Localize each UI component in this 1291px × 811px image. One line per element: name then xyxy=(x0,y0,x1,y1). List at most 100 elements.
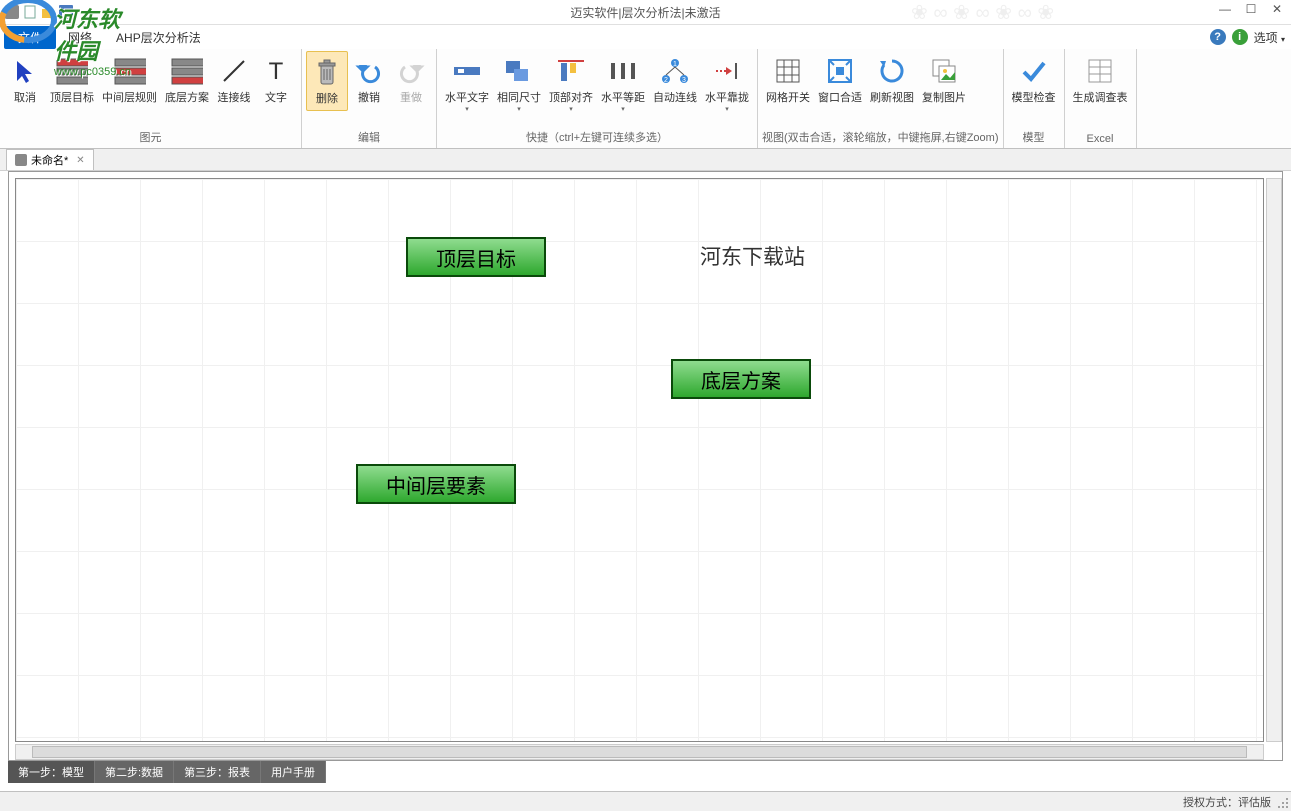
canvas-edges xyxy=(16,179,316,329)
ribbon-group-quick: 水平文字 ▾ 相同尺寸 ▾ 顶部对齐 ▾ 水平等距 ▾ 123 自动连线 xyxy=(437,49,758,148)
horiz-text-button[interactable]: 水平文字 ▾ xyxy=(441,51,493,117)
group-label-elements: 图元 xyxy=(4,127,297,148)
fit-window-button[interactable]: 窗口合适 xyxy=(814,51,866,109)
group-label-quick: 快捷（ctrl+左键可连续多选） xyxy=(441,127,753,148)
info-icon[interactable]: i xyxy=(1232,29,1248,45)
top-target-button[interactable]: 顶层目标 xyxy=(46,51,98,109)
bottom-tab-0[interactable]: 第一步：模型 xyxy=(8,761,95,783)
diagram-node-top[interactable]: 顶层目标 xyxy=(406,237,546,277)
auto-connect-button[interactable]: 123 自动连线 xyxy=(649,51,701,109)
canvas-text-label[interactable]: 河东下载站 xyxy=(700,241,805,271)
qat-open-icon[interactable] xyxy=(40,4,56,20)
quick-access-toolbar: ▾ xyxy=(0,4,92,20)
qat-app-icon[interactable] xyxy=(4,4,20,20)
dropdown-icon: ▾ xyxy=(465,105,469,113)
qat-dropdown-icon[interactable]: ▾ xyxy=(76,4,92,20)
undo-icon xyxy=(353,55,385,87)
license-status: 授权方式：评估版 xyxy=(1183,794,1271,810)
svg-text:2: 2 xyxy=(664,77,668,84)
dropdown-icon: ▾ xyxy=(725,105,729,113)
qat-save-icon[interactable] xyxy=(58,4,74,20)
document-tab[interactable]: 未命名* ✕ xyxy=(6,149,94,170)
scrollbar-thumb[interactable] xyxy=(32,746,1247,758)
minimize-button[interactable]: — xyxy=(1213,0,1237,18)
doc-tab-icon xyxy=(15,154,27,166)
horiz-dist-icon xyxy=(607,55,639,87)
copy-image-button[interactable]: 复制图片 xyxy=(918,51,970,109)
bottom-tab-1[interactable]: 第二步:数据 xyxy=(95,761,174,783)
cancel-button[interactable]: 取消 xyxy=(4,51,46,109)
mid-rule-button[interactable]: 中间层规则 xyxy=(98,51,161,109)
vertical-scrollbar[interactable] xyxy=(1266,178,1282,742)
redo-button[interactable]: 重做 xyxy=(390,51,432,109)
ribbon-group-edit: 删除 撤销 重做 编辑 xyxy=(302,49,437,148)
line-icon xyxy=(218,55,250,87)
refresh-icon xyxy=(876,55,908,87)
dropdown-icon: ▾ xyxy=(621,105,625,113)
horiz-tidy-icon xyxy=(711,55,743,87)
menubar: 文件 网络 AHP层次分析法 ? i 选项 ▾ xyxy=(0,25,1291,49)
mid-layer-icon xyxy=(114,55,146,87)
delete-button[interactable]: 删除 xyxy=(306,51,348,111)
export-excel-button[interactable]: 生成调查表 xyxy=(1069,51,1132,109)
doc-tab-close[interactable]: ✕ xyxy=(76,155,84,166)
refresh-button[interactable]: 刷新视图 xyxy=(866,51,918,109)
auto-connect-icon: 1 2 3 xyxy=(659,55,691,87)
statusbar: 授权方式：评估版 xyxy=(0,791,1291,811)
model-check-button[interactable]: 模型检查 xyxy=(1008,51,1060,109)
fit-icon xyxy=(824,55,856,87)
connector-button[interactable]: 连接线 xyxy=(213,51,255,109)
horiz-tidy-button[interactable]: 水平靠拢 ▾ xyxy=(701,51,753,117)
svg-text:3: 3 xyxy=(682,77,686,84)
group-label-model: 模型 xyxy=(1008,127,1060,148)
menu-options[interactable]: 选项 ▾ xyxy=(1254,29,1285,46)
grid-icon xyxy=(772,55,804,87)
menu-file[interactable]: 文件 xyxy=(4,26,56,49)
help-icon[interactable]: ? xyxy=(1210,29,1226,45)
table-export-icon xyxy=(1084,55,1116,87)
same-size-icon xyxy=(503,55,535,87)
menu-network[interactable]: 网络 xyxy=(56,26,104,49)
group-label-excel: Excel xyxy=(1069,131,1132,148)
maximize-button[interactable]: ☐ xyxy=(1239,0,1263,18)
top-layer-icon xyxy=(56,55,88,87)
bottom-plan-button[interactable]: 底层方案 xyxy=(161,51,213,109)
ribbon-group-elements: 取消 顶层目标 中间层规则 底层方案 连接线 T 文字 图元 xyxy=(0,49,302,148)
svg-text:1: 1 xyxy=(673,61,677,68)
cursor-icon xyxy=(9,55,41,87)
text-button[interactable]: T 文字 xyxy=(255,51,297,109)
grid-toggle-button[interactable]: 网格开关 xyxy=(762,51,814,109)
horiz-text-icon xyxy=(451,55,483,87)
horizontal-scrollbar[interactable] xyxy=(15,744,1264,760)
ribbon-group-excel: 生成调查表 Excel xyxy=(1065,49,1137,148)
titlebar-decoration: ❀ ∞ ❀ ∞ ❀ ∞ ❀ xyxy=(911,0,1191,25)
canvas[interactable]: 顶层目标底层方案中间层要素 河东下载站 xyxy=(15,178,1264,742)
align-top-icon xyxy=(555,55,587,87)
document-tabs: 未命名* ✕ xyxy=(0,149,1291,171)
copy-image-icon xyxy=(928,55,960,87)
same-size-button[interactable]: 相同尺寸 ▾ xyxy=(493,51,545,117)
resize-grip[interactable] xyxy=(1277,797,1289,809)
group-label-edit: 编辑 xyxy=(306,127,432,148)
diagram-node-mid[interactable]: 中间层要素 xyxy=(356,464,516,504)
svg-text:T: T xyxy=(269,58,284,85)
bottom-tab-2[interactable]: 第三步：报表 xyxy=(174,761,261,783)
redo-icon xyxy=(395,55,427,87)
qat-new-icon[interactable] xyxy=(22,4,38,20)
text-icon: T xyxy=(260,55,292,87)
trash-icon xyxy=(311,56,343,88)
diagram-node-bottom[interactable]: 底层方案 xyxy=(671,359,811,399)
window-title: 迈实软件|层次分析法|未激活 xyxy=(570,4,720,21)
horiz-equal-button[interactable]: 水平等距 ▾ xyxy=(597,51,649,117)
ribbon-group-model: 模型检查 模型 xyxy=(1004,49,1065,148)
close-button[interactable]: ✕ xyxy=(1265,0,1289,18)
dropdown-icon: ▾ xyxy=(569,105,573,113)
bottom-tab-3[interactable]: 用户手册 xyxy=(261,761,326,783)
undo-button[interactable]: 撤销 xyxy=(348,51,390,109)
menu-ahp[interactable]: AHP层次分析法 xyxy=(104,26,213,49)
titlebar: ▾ 迈实软件|层次分析法|未激活 ❀ ∞ ❀ ∞ ❀ ∞ ❀ — ☐ ✕ xyxy=(0,0,1291,25)
bottom-tabs: 第一步：模型第二步:数据第三步：报表用户手册 xyxy=(8,761,326,783)
doc-tab-label: 未命名* xyxy=(31,152,68,168)
dropdown-icon: ▾ xyxy=(517,105,521,113)
top-align-button[interactable]: 顶部对齐 ▾ xyxy=(545,51,597,117)
